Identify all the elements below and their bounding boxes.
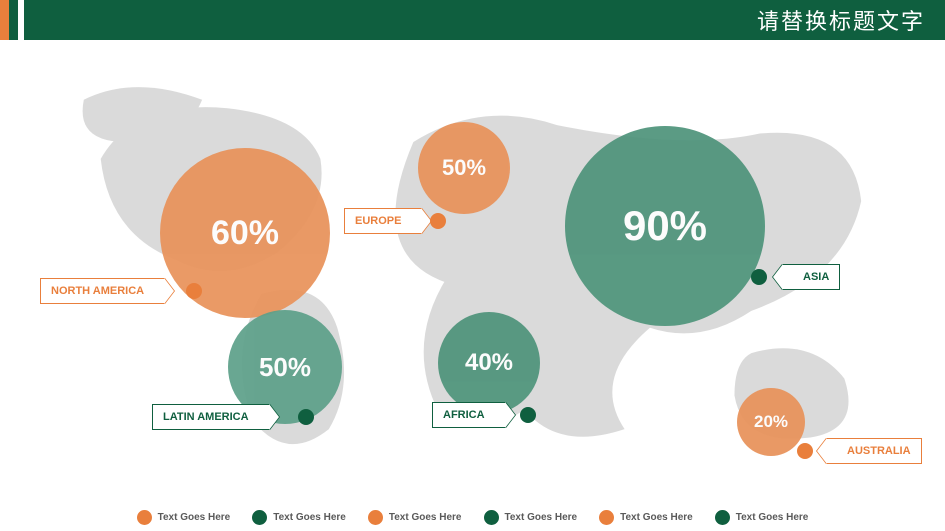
bubble-as: 90%: [565, 126, 765, 326]
label-eu: EUROPE: [344, 208, 422, 234]
legend-item-5: Text Goes Here: [715, 510, 809, 525]
legend-text: Text Goes Here: [273, 512, 346, 523]
chart-stage: 60%NORTH AMERICA50%EUROPE90%ASIA50%LATIN…: [0, 40, 945, 495]
legend-swatch: [137, 510, 152, 525]
label-au: AUSTRALIA: [826, 438, 922, 464]
legend-item-2: Text Goes Here: [368, 510, 462, 525]
legend-text: Text Goes Here: [158, 512, 231, 523]
dot-as: [751, 269, 767, 285]
dot-na: [186, 283, 202, 299]
legend-text: Text Goes Here: [620, 512, 693, 523]
legend: Text Goes Here Text Goes Here Text Goes He…: [0, 510, 945, 525]
legend-item-0: Text Goes Here: [137, 510, 231, 525]
label-af: AFRICA: [432, 402, 506, 428]
header-bar: 请替换标题文字: [0, 0, 945, 40]
legend-swatch: [484, 510, 499, 525]
legend-text: Text Goes Here: [736, 512, 809, 523]
bubble-af: 40%: [438, 312, 540, 414]
bubble-au: 20%: [737, 388, 805, 456]
dot-eu: [430, 213, 446, 229]
dot-au: [797, 443, 813, 459]
label-la: LATIN AMERICA: [152, 404, 270, 430]
legend-item-3: Text Goes Here: [484, 510, 578, 525]
header-title-bar: 请替换标题文字: [24, 0, 945, 40]
legend-item-4: Text Goes Here: [599, 510, 693, 525]
legend-text: Text Goes Here: [505, 512, 578, 523]
header-accent: [0, 0, 18, 40]
legend-swatch: [715, 510, 730, 525]
legend-item-1: Text Goes Here: [252, 510, 346, 525]
dot-af: [520, 407, 536, 423]
legend-text: Text Goes Here: [389, 512, 462, 523]
page-title: 请替换标题文字: [757, 4, 925, 36]
label-as: ASIA: [782, 264, 840, 290]
bubble-eu: 50%: [418, 122, 510, 214]
dot-la: [298, 409, 314, 425]
legend-swatch: [252, 510, 267, 525]
label-na: NORTH AMERICA: [40, 278, 165, 304]
legend-swatch: [368, 510, 383, 525]
legend-swatch: [599, 510, 614, 525]
